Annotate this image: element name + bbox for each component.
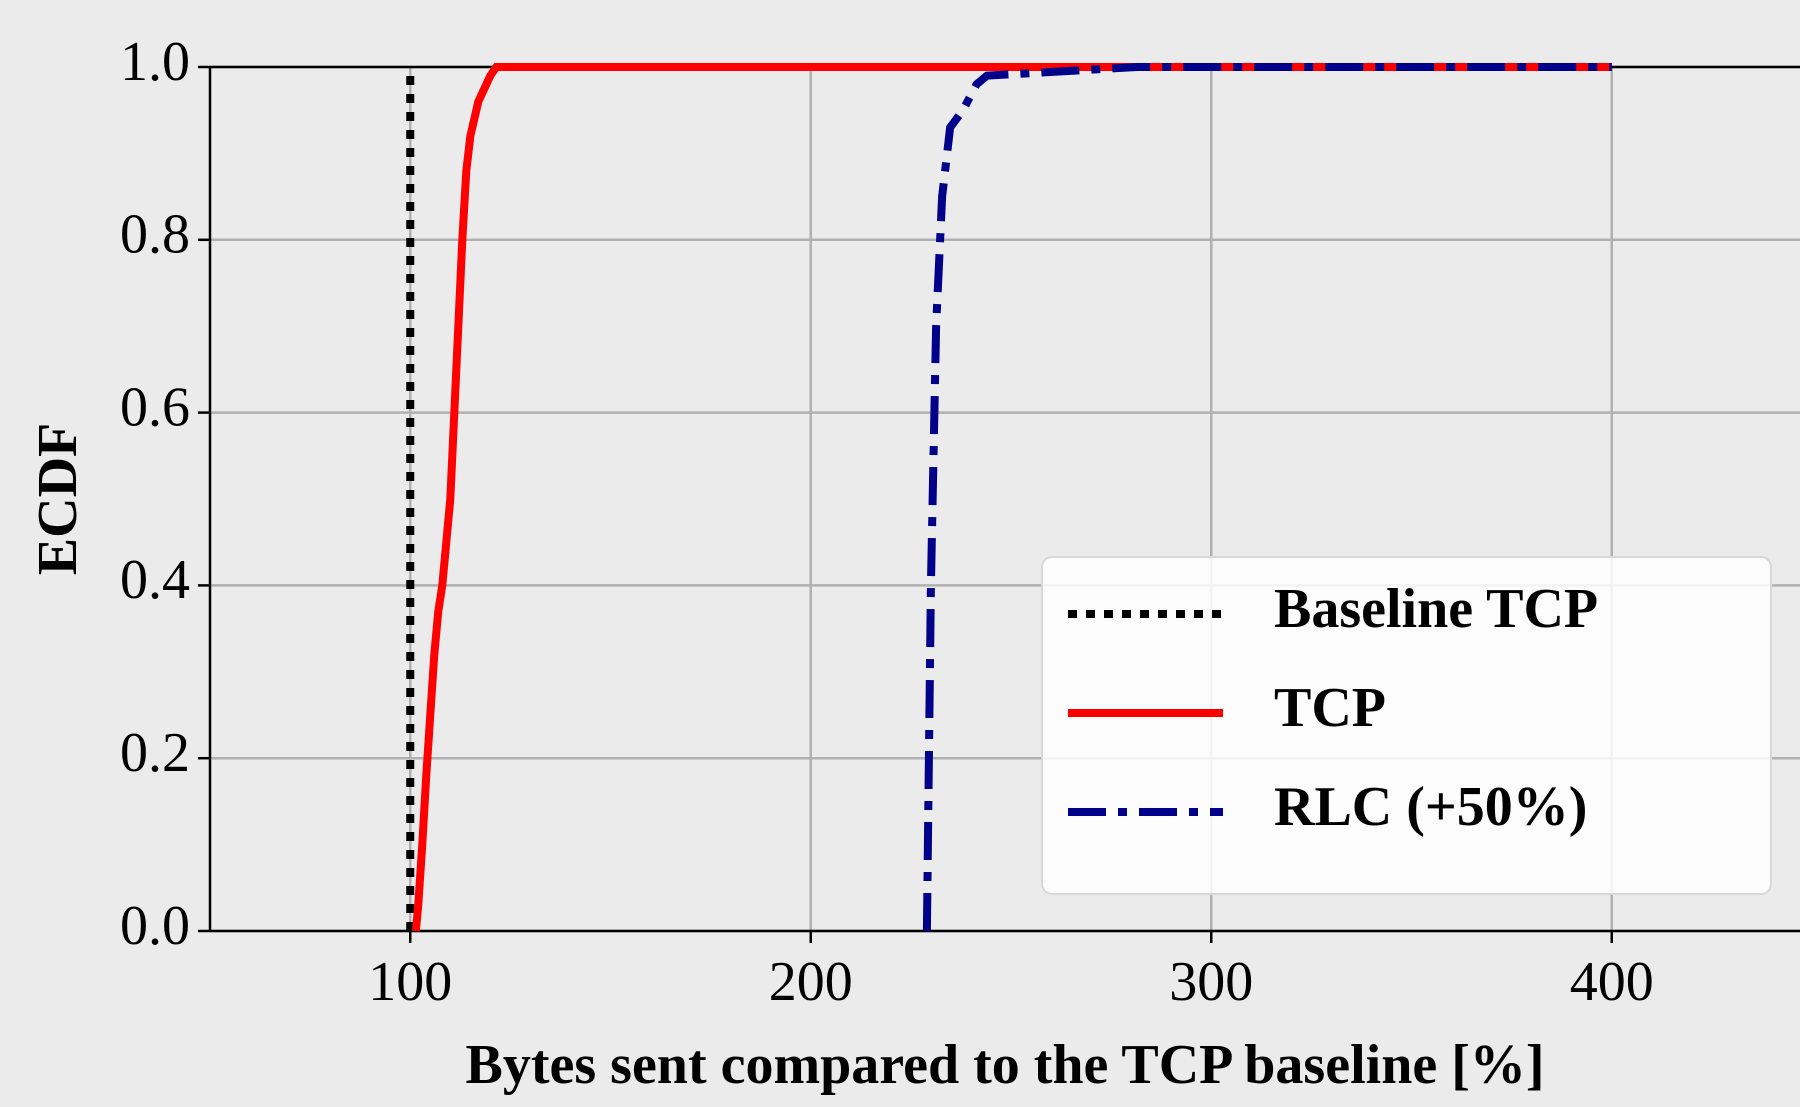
- ecdf-line: [411, 63, 1612, 932]
- legend-box: [1041, 556, 1772, 895]
- y-tick-label: 1.0: [120, 31, 190, 93]
- x-tick-label: 200: [769, 951, 853, 1013]
- y-tick-label: 0.0: [120, 895, 190, 957]
- legend: Baseline TCP TCP RLC (+50%): [1041, 556, 1772, 895]
- y-tick-label: 0.4: [120, 549, 190, 611]
- y-axis-label: ECDF: [27, 423, 89, 575]
- x-tick-label: 400: [1570, 951, 1654, 1013]
- y-tick-label: 0.2: [120, 722, 190, 784]
- legend-label: TCP: [1274, 677, 1386, 739]
- ecdf-line: [922, 63, 1612, 932]
- x-tick-label: 100: [368, 951, 452, 1013]
- y-tick-label: 0.6: [120, 376, 190, 438]
- y-tick-label: 0.8: [120, 204, 190, 266]
- legend-label: Baseline TCP: [1274, 578, 1598, 640]
- x-tick-label: 300: [1169, 951, 1253, 1013]
- legend-label: RLC (+50%): [1274, 776, 1587, 838]
- x-axis-label: Bytes sent compared to the TCP baseline …: [466, 1034, 1545, 1096]
